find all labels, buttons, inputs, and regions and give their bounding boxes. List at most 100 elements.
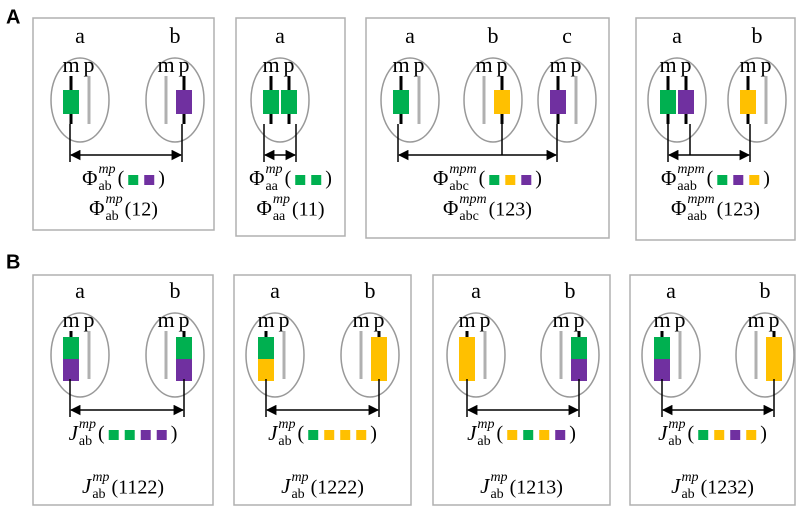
figure: AampbmpΦmpab()Φmpab(12)ampΦmpaa()Φmpaa(1… bbox=[0, 0, 801, 509]
formula-paren: ( bbox=[298, 423, 305, 445]
formula-arg: (123) bbox=[717, 199, 760, 221]
section-label: A bbox=[6, 6, 20, 28]
color-square bbox=[157, 430, 167, 440]
allele-block bbox=[571, 337, 587, 359]
formula-paren: ) bbox=[569, 423, 576, 445]
formula-sub: aa bbox=[273, 209, 286, 224]
m-label: m bbox=[157, 52, 174, 77]
formula-sub: ab bbox=[79, 434, 92, 449]
allele-block bbox=[740, 90, 756, 114]
allele-block bbox=[258, 337, 274, 359]
formula-sup: mpm bbox=[459, 192, 486, 207]
cell bbox=[728, 58, 786, 142]
formula-sup: mp bbox=[79, 417, 96, 432]
formula-sub: ab bbox=[278, 434, 291, 449]
allele-block bbox=[550, 90, 566, 114]
formula-sup: mpm bbox=[449, 162, 476, 177]
formula-sup: mpm bbox=[687, 192, 714, 207]
formula-paren: ) bbox=[760, 423, 767, 445]
formula-sup: mp bbox=[291, 470, 308, 485]
color-square bbox=[128, 175, 138, 185]
allele-block bbox=[176, 337, 192, 359]
color-square bbox=[340, 430, 350, 440]
p-label: p bbox=[769, 307, 780, 332]
m-label: m bbox=[653, 307, 670, 332]
cell-name: c bbox=[562, 23, 572, 48]
p-label: p bbox=[761, 52, 772, 77]
cell bbox=[464, 58, 522, 142]
color-square bbox=[141, 430, 151, 440]
formula-sup: mp bbox=[265, 162, 282, 177]
allele-block bbox=[660, 90, 676, 114]
allele-block bbox=[654, 337, 670, 359]
cell bbox=[146, 58, 204, 142]
formula-symbol: Φ bbox=[256, 196, 271, 220]
color-square bbox=[717, 175, 727, 185]
cell bbox=[51, 313, 109, 397]
formula-arg: (12) bbox=[125, 199, 158, 221]
cell bbox=[251, 58, 309, 142]
cell-name: b bbox=[365, 278, 376, 303]
p-label: p bbox=[279, 307, 290, 332]
color-square bbox=[324, 430, 334, 440]
m-label: m bbox=[549, 52, 566, 77]
m-label: m bbox=[157, 307, 174, 332]
panel: ampbmpΦmpmaab()Φmpmaab(123) bbox=[636, 18, 795, 240]
p-label: p bbox=[84, 307, 95, 332]
formula-sup: mp bbox=[278, 417, 295, 432]
p-label: p bbox=[284, 52, 295, 77]
formula-paren: ( bbox=[118, 168, 125, 190]
color-square bbox=[521, 175, 531, 185]
formula-sup: mp bbox=[105, 192, 122, 207]
color-square bbox=[523, 430, 533, 440]
formula-paren: ) bbox=[158, 168, 165, 190]
cell-name: b bbox=[488, 23, 499, 48]
allele-block bbox=[654, 359, 670, 381]
p-label: p bbox=[571, 52, 582, 77]
cell bbox=[246, 313, 304, 397]
allele-block bbox=[263, 90, 279, 114]
formula-sub: abc bbox=[459, 209, 478, 224]
cell bbox=[538, 58, 596, 142]
formula-sup: mp bbox=[668, 417, 685, 432]
m-label: m bbox=[392, 52, 409, 77]
section-label: B bbox=[6, 251, 20, 273]
allele-block bbox=[63, 359, 79, 381]
m-label: m bbox=[659, 52, 676, 77]
panel: ampΦmpaa()Φmpaa(11) bbox=[236, 18, 345, 236]
cell bbox=[648, 58, 706, 142]
m-label: m bbox=[352, 307, 369, 332]
formula-paren: ) bbox=[535, 168, 542, 190]
formula-paren: ( bbox=[479, 168, 486, 190]
formula-paren: ) bbox=[171, 423, 178, 445]
panel: ampbmpJmpab()Jmpab(1232) bbox=[630, 275, 795, 505]
color-square bbox=[308, 430, 318, 440]
formula-sup: mp bbox=[92, 470, 109, 485]
m-label: m bbox=[62, 52, 79, 77]
cell-name: a bbox=[666, 278, 676, 303]
cell-name: a bbox=[275, 23, 285, 48]
allele-block bbox=[176, 359, 192, 381]
cell-name: a bbox=[672, 23, 682, 48]
formula-sub: ab bbox=[105, 209, 118, 224]
p-label: p bbox=[414, 52, 425, 77]
cell-name: a bbox=[270, 278, 280, 303]
formula-paren: ) bbox=[763, 168, 770, 190]
color-square bbox=[109, 430, 119, 440]
cell-name: a bbox=[75, 23, 85, 48]
p-label: p bbox=[374, 307, 385, 332]
formula-symbol: Φ bbox=[249, 166, 264, 190]
formula-paren: ( bbox=[285, 168, 292, 190]
p-label: p bbox=[179, 52, 190, 77]
color-square bbox=[698, 430, 708, 440]
p-label: p bbox=[574, 307, 585, 332]
formula-arg: (1222) bbox=[311, 477, 364, 499]
cell bbox=[341, 313, 399, 397]
color-square bbox=[733, 175, 743, 185]
allele-block bbox=[371, 337, 387, 381]
m-label: m bbox=[475, 52, 492, 77]
cell-name: b bbox=[170, 23, 181, 48]
cell bbox=[642, 313, 700, 397]
